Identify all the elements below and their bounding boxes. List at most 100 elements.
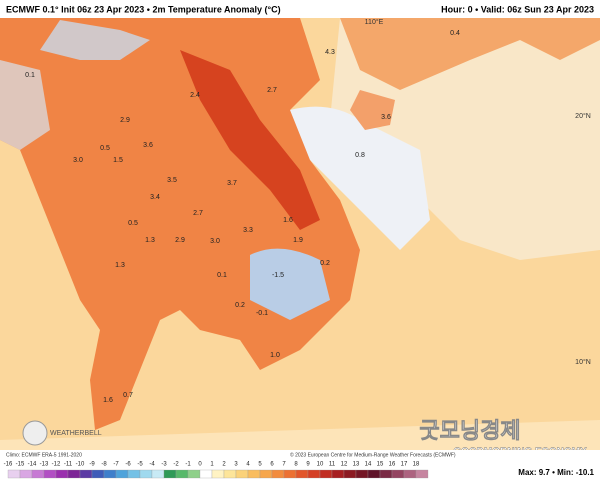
colorbar-swatch [403, 469, 417, 479]
colorbar-label: 7 [282, 462, 286, 468]
footer-bar [0, 450, 600, 485]
colorbar-swatch [307, 469, 321, 479]
colorbar-swatch [223, 469, 237, 479]
anomaly-label: 0.5 [128, 220, 138, 227]
climo: Climo: ECMWF ERA-5 1991-2020 [6, 452, 82, 458]
watermark: 굿모닝경제 [419, 418, 520, 443]
anomaly-label: -0.1 [256, 310, 268, 317]
anomaly-label: 4.3 [325, 49, 335, 56]
colorbar-swatch [319, 469, 333, 479]
colorbar-swatch [79, 469, 93, 479]
colorbar-label: 18 [413, 462, 420, 468]
colorbar-swatch [91, 469, 105, 479]
colorbar-swatch [271, 469, 285, 479]
colorbar-label: -10 [76, 462, 85, 468]
colorbar-label: 14 [365, 462, 372, 468]
colorbar-swatch [127, 469, 141, 479]
anomaly-label: 2.9 [120, 117, 130, 124]
colorbar-label: -13 [40, 462, 49, 468]
colorbar-label: -11 [64, 462, 73, 468]
colorbar-swatch [199, 469, 213, 479]
colorbar-label: -2 [173, 462, 179, 468]
anomaly-label: 1.9 [293, 237, 303, 244]
colorbar-label: -7 [113, 462, 119, 468]
colorbar-swatch [175, 469, 189, 479]
anomaly-label: 1.3 [145, 237, 155, 244]
anomaly-label: 2.9 [175, 237, 185, 244]
anomaly-label: 0.5 [100, 145, 110, 152]
colorbar-swatch [355, 469, 369, 479]
colorbar-swatch [259, 469, 273, 479]
grid-label: 110°E [365, 18, 384, 26]
anomaly-label: 3.0 [73, 157, 83, 164]
colorbar-swatch [103, 469, 117, 479]
colorbar-swatch [43, 469, 57, 479]
colorbar-swatch [211, 469, 225, 479]
colorbar-swatch [163, 469, 177, 479]
colorbar-label: -4 [149, 462, 155, 468]
colorbar-label: 13 [353, 462, 360, 468]
colorbar-label: 1 [210, 462, 214, 468]
colorbar-label: 11 [329, 462, 336, 468]
anomaly-label: 3.0 [210, 238, 220, 245]
anomaly-label: 2.4 [190, 92, 200, 99]
colorbar-label: 12 [341, 462, 348, 468]
colorbar-label: -16 [4, 462, 13, 468]
colorbar-swatch [151, 469, 165, 479]
colorbar-swatch [115, 469, 129, 479]
colorbar-label: -9 [89, 462, 95, 468]
colorbar-swatch [55, 469, 69, 479]
colorbar-label: 2 [222, 462, 226, 468]
colorbar-label: 16 [389, 462, 396, 468]
anomaly-label: 2.7 [267, 87, 277, 94]
anomaly-label: 0.1 [25, 72, 35, 79]
anomaly-label: 1.0 [270, 352, 280, 359]
colorbar-label: 10 [317, 462, 324, 468]
anomaly-label: -1.5 [272, 272, 284, 279]
header-bar [0, 0, 600, 18]
colorbar-label: -5 [137, 462, 143, 468]
anomaly-label: 0.2 [320, 260, 330, 267]
colorbar-label: -12 [52, 462, 61, 468]
anomaly-label: 0.1 [217, 272, 227, 279]
colorbar-label: 6 [270, 462, 274, 468]
logo-icon [22, 420, 48, 446]
colorbar-swatch [343, 469, 357, 479]
header-right: Hour: 0 • Valid: 06z Sun 23 Apr 2023 [441, 4, 594, 14]
anomaly-label: 0.7 [123, 392, 133, 399]
colorbar-label: 5 [258, 462, 262, 468]
extremes: Max: 9.7 • Min: -10.1 [518, 468, 594, 477]
colorbar-swatch [187, 469, 201, 479]
colorbar-label: -14 [28, 462, 37, 468]
colorbar-swatch [247, 469, 261, 479]
anomaly-label: 2.7 [193, 210, 203, 217]
colorbar-label: 3 [234, 462, 238, 468]
anomaly-label: 1.6 [103, 397, 113, 404]
colorbar-label: 8 [294, 462, 298, 468]
anomaly-label: 3.5 [167, 177, 177, 184]
colorbar-label: -15 [16, 462, 25, 468]
map [0, 18, 600, 450]
colorbar-swatch [391, 469, 405, 479]
colorbar-swatch [67, 469, 81, 479]
colorbar-label: -6 [125, 462, 131, 468]
anomaly-label: 3.6 [143, 142, 153, 149]
colorbar-label: 0 [198, 462, 202, 468]
colorbar-label: 17 [401, 462, 408, 468]
anomaly-label: 3.6 [381, 114, 391, 121]
grid-label: 20°N [575, 112, 591, 120]
colorbar-swatch [331, 469, 345, 479]
colorbar-label: -8 [101, 462, 107, 468]
colorbar-label: -1 [185, 462, 191, 468]
colorbar-swatch [295, 469, 309, 479]
colorbar-label: 9 [306, 462, 310, 468]
colorbar-label: 15 [377, 462, 384, 468]
colorbar-swatch [235, 469, 249, 479]
anomaly-label: 0.2 [235, 302, 245, 309]
copyright: © 2023 European Centre for Medium-Range … [290, 451, 456, 458]
anomaly-label: 1.6 [283, 217, 293, 224]
anomaly-label: 1.3 [115, 262, 125, 269]
colorbar-swatch [367, 469, 381, 479]
anomaly-label: 1.5 [113, 157, 123, 164]
